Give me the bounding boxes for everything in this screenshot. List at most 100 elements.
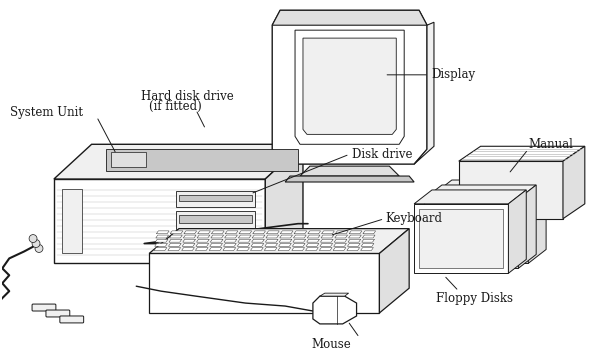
Polygon shape: [320, 293, 349, 296]
Polygon shape: [182, 244, 195, 246]
Polygon shape: [224, 235, 238, 238]
Polygon shape: [265, 144, 303, 264]
Polygon shape: [211, 231, 224, 234]
Text: Mouse: Mouse: [312, 338, 352, 351]
Polygon shape: [170, 231, 183, 234]
Polygon shape: [237, 248, 250, 250]
Polygon shape: [334, 244, 346, 246]
Polygon shape: [363, 231, 376, 234]
Polygon shape: [238, 239, 251, 242]
Polygon shape: [285, 176, 414, 182]
Polygon shape: [223, 248, 236, 250]
Text: Manual: Manual: [528, 138, 573, 151]
Polygon shape: [361, 248, 373, 250]
Polygon shape: [272, 10, 427, 164]
Polygon shape: [508, 190, 526, 273]
Polygon shape: [278, 248, 291, 250]
Text: (if fitted): (if fitted): [149, 100, 202, 113]
Polygon shape: [303, 38, 396, 134]
FancyBboxPatch shape: [46, 310, 70, 317]
Polygon shape: [333, 248, 346, 250]
Polygon shape: [434, 180, 546, 194]
Polygon shape: [251, 244, 264, 246]
Polygon shape: [334, 239, 347, 242]
Polygon shape: [348, 239, 361, 242]
Polygon shape: [251, 239, 265, 242]
Polygon shape: [149, 253, 379, 313]
Polygon shape: [280, 231, 293, 234]
Polygon shape: [434, 194, 528, 264]
Polygon shape: [224, 244, 236, 246]
Polygon shape: [518, 185, 536, 268]
Circle shape: [32, 240, 40, 248]
Circle shape: [35, 245, 43, 253]
Polygon shape: [321, 235, 334, 238]
Polygon shape: [182, 248, 194, 250]
Polygon shape: [419, 209, 503, 268]
Text: Disk drive: Disk drive: [352, 148, 412, 161]
Polygon shape: [155, 239, 168, 242]
Polygon shape: [156, 235, 169, 238]
Polygon shape: [154, 248, 167, 250]
Polygon shape: [300, 166, 399, 176]
Polygon shape: [347, 244, 360, 246]
Polygon shape: [280, 235, 292, 238]
Text: Display: Display: [431, 68, 475, 81]
Polygon shape: [293, 235, 306, 238]
Polygon shape: [335, 231, 348, 234]
Polygon shape: [196, 248, 208, 250]
Polygon shape: [54, 179, 265, 264]
Polygon shape: [266, 235, 278, 238]
Polygon shape: [307, 235, 320, 238]
Polygon shape: [251, 248, 263, 250]
Polygon shape: [196, 244, 209, 246]
Polygon shape: [176, 191, 256, 207]
Polygon shape: [563, 146, 585, 219]
Polygon shape: [112, 152, 146, 167]
Polygon shape: [347, 248, 359, 250]
Polygon shape: [209, 248, 222, 250]
Polygon shape: [168, 248, 181, 250]
Polygon shape: [439, 199, 523, 258]
Polygon shape: [429, 204, 514, 264]
Polygon shape: [293, 239, 305, 242]
FancyBboxPatch shape: [60, 316, 83, 323]
Polygon shape: [362, 239, 374, 242]
Polygon shape: [424, 199, 518, 268]
Polygon shape: [239, 231, 251, 234]
Polygon shape: [414, 190, 526, 204]
Polygon shape: [320, 244, 332, 246]
Polygon shape: [170, 235, 182, 238]
Polygon shape: [179, 195, 253, 201]
Polygon shape: [265, 244, 278, 246]
Polygon shape: [183, 239, 196, 242]
Polygon shape: [197, 239, 209, 242]
Polygon shape: [265, 239, 278, 242]
Polygon shape: [264, 248, 277, 250]
Polygon shape: [459, 161, 563, 219]
Polygon shape: [279, 239, 292, 242]
Polygon shape: [238, 235, 251, 238]
Polygon shape: [292, 248, 305, 250]
Polygon shape: [149, 229, 409, 253]
Polygon shape: [322, 231, 334, 234]
Polygon shape: [414, 22, 434, 164]
Polygon shape: [197, 235, 210, 238]
Polygon shape: [349, 235, 361, 238]
Polygon shape: [211, 235, 224, 238]
Text: Keyboard: Keyboard: [385, 212, 442, 225]
Text: Floppy Disks: Floppy Disks: [436, 292, 513, 305]
Polygon shape: [528, 180, 546, 264]
Text: System Unit: System Unit: [10, 106, 83, 119]
Polygon shape: [459, 146, 585, 161]
Polygon shape: [379, 229, 409, 313]
Polygon shape: [266, 231, 279, 234]
Polygon shape: [237, 244, 250, 246]
Polygon shape: [308, 231, 320, 234]
Polygon shape: [278, 244, 292, 246]
Polygon shape: [169, 239, 182, 242]
Polygon shape: [210, 244, 223, 246]
Polygon shape: [335, 235, 347, 238]
Polygon shape: [197, 231, 211, 234]
Polygon shape: [362, 235, 375, 238]
